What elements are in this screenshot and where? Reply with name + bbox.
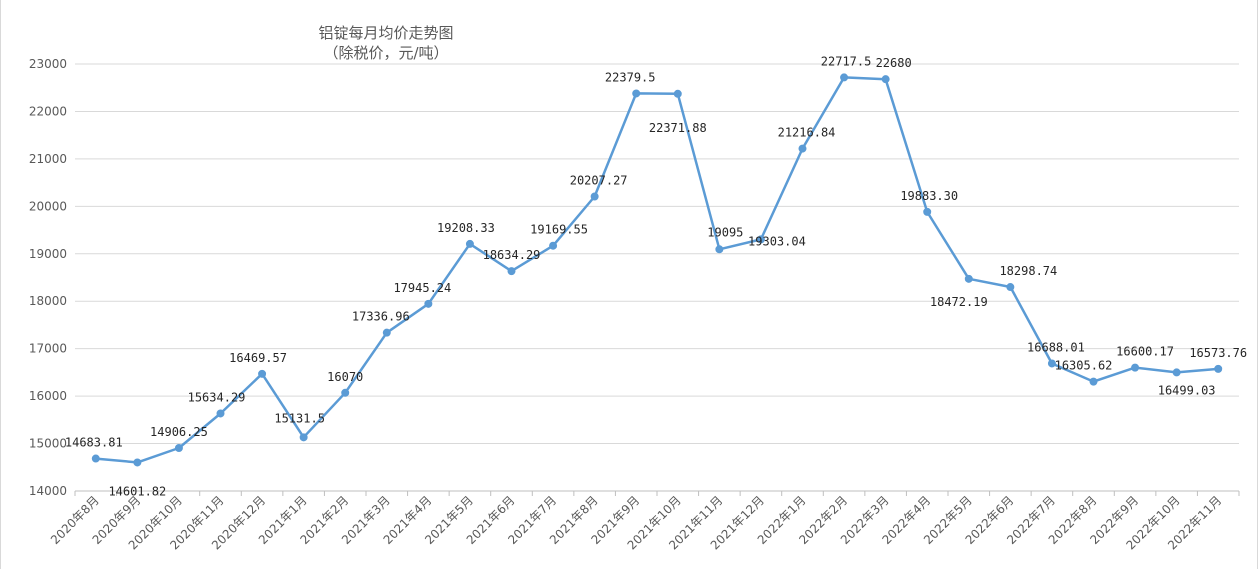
data-point: [382, 328, 391, 337]
data-point: [923, 207, 932, 216]
data-point: [91, 454, 100, 463]
data-label: 16469.57: [229, 351, 287, 365]
data-label: 21216.84: [778, 126, 836, 140]
data-label: 14906.25: [150, 425, 208, 439]
data-point: [1089, 377, 1098, 386]
data-label: 14601.82: [108, 484, 166, 498]
data-point: [299, 433, 308, 442]
data-label: 15131.5: [274, 411, 325, 425]
data-label: 16688.01: [1027, 340, 1085, 354]
data-point: [881, 75, 890, 84]
data-label: 16573.76: [1189, 346, 1247, 360]
y-tick-label: 18000: [29, 294, 67, 308]
data-label: 19095: [707, 225, 743, 239]
data-point: [1172, 368, 1181, 377]
data-point: [549, 241, 558, 250]
data-label: 22717.5: [821, 54, 872, 68]
data-label: 20207.27: [570, 173, 628, 187]
data-point: [174, 444, 183, 453]
data-label: 18472.19: [930, 295, 988, 309]
data-label: 17336.96: [352, 310, 410, 324]
data-point: [258, 369, 267, 378]
y-tick-label: 21000: [29, 152, 67, 166]
data-point: [840, 73, 849, 82]
x-axis-ticks: 2020年8月2020年9月2020年10月2020年11月2020年12月20…: [48, 491, 1240, 552]
data-point: [964, 274, 973, 283]
data-label: 19883.30: [900, 189, 958, 203]
y-tick-label: 23000: [29, 57, 67, 71]
y-tick-label: 19000: [29, 247, 67, 261]
gridlines: [75, 63, 1239, 492]
data-point: [216, 409, 225, 418]
data-point: [632, 89, 641, 98]
y-tick-label: 17000: [29, 342, 67, 356]
y-tick-label: 16000: [29, 389, 67, 403]
data-label: 17945.24: [393, 281, 451, 295]
y-tick-label: 22000: [29, 104, 67, 118]
y-axis-ticks: 14000 15000 16000 17000 18000 19000 20000 21000…: [29, 57, 67, 498]
data-point: [1047, 359, 1056, 368]
chart-title: 铝锭每月均价走势图: [318, 24, 453, 42]
data-label: 16305.62: [1055, 359, 1113, 373]
data-point: [507, 267, 516, 276]
data-labels: 14683.81 14601.82 14906.25 15634.29 16469.57…: [65, 54, 1247, 498]
data-label: 18634.29: [483, 248, 541, 262]
data-point: [465, 239, 474, 248]
series-line: [95, 76, 1219, 464]
data-label: 15634.29: [188, 390, 246, 404]
y-tick-label: 15000: [29, 437, 67, 451]
data-point: [756, 235, 765, 244]
data-label: 16600.17: [1116, 345, 1174, 359]
chart-subtitle: （除税价，元/吨）: [323, 44, 448, 62]
data-label: 19169.55: [530, 223, 588, 237]
data-point: [1131, 363, 1140, 372]
y-tick-label: 20000: [29, 199, 67, 213]
data-label: 19303.04: [748, 234, 806, 248]
data-point: [715, 245, 724, 254]
data-label: 22680: [876, 56, 912, 70]
data-label: 16499.03: [1158, 383, 1216, 397]
data-point: [1006, 283, 1015, 292]
data-label: 14683.81: [65, 436, 123, 450]
data-label: 22371.88: [649, 121, 707, 135]
data-point: [590, 192, 599, 201]
data-label: 19208.33: [437, 221, 495, 235]
data-point: [798, 144, 807, 153]
data-point: [1214, 364, 1223, 373]
data-point: [424, 299, 433, 308]
data-label: 22379.5: [605, 70, 656, 84]
data-point: [673, 89, 682, 98]
data-label: 18298.74: [999, 264, 1057, 278]
y-tick-label: 14000: [29, 484, 67, 498]
data-point: [341, 388, 350, 397]
series-layer: [91, 73, 1223, 467]
data-point: [133, 458, 142, 467]
data-label: 16070: [327, 370, 363, 384]
